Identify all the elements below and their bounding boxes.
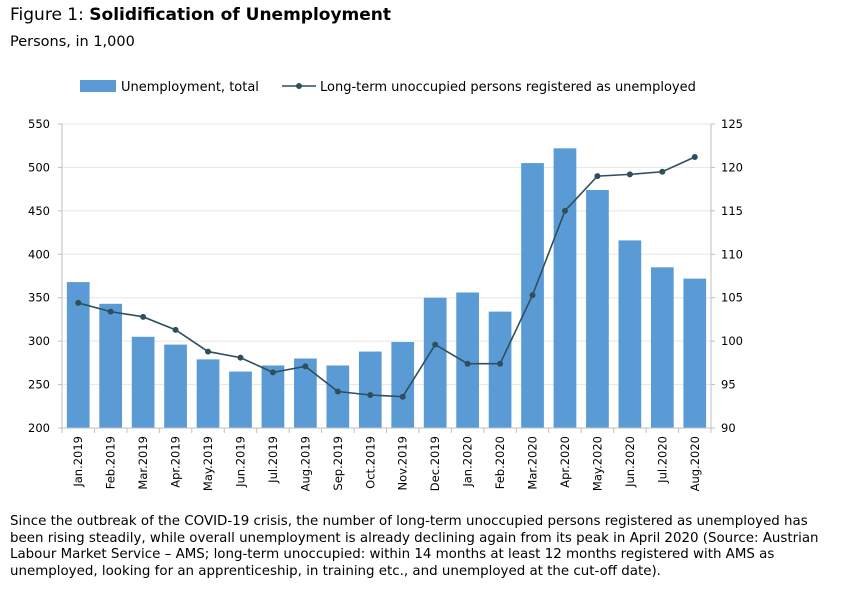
legend-line-label: Long-term unoccupied persons registered … — [320, 80, 696, 95]
x-tick-label: Jul.2020 — [655, 436, 669, 484]
x-tick-label: Jul.2019 — [266, 436, 280, 484]
y-left-tick-label: 200 — [28, 421, 50, 435]
y-right-tick-label: 105 — [721, 291, 743, 305]
y-right-tick-label: 95 — [721, 378, 736, 392]
line-point — [464, 360, 471, 367]
x-tick-label: Sep.2019 — [331, 436, 345, 491]
line-point — [269, 369, 276, 376]
title-main: Solidification of Unemployment — [89, 5, 392, 25]
x-tick-label: Nov.2019 — [396, 436, 410, 490]
x-tick-label: Dec.2019 — [428, 436, 442, 491]
bar — [66, 282, 90, 428]
bar — [131, 336, 155, 428]
x-tick-label: Aug.2019 — [298, 436, 312, 491]
line-point — [237, 354, 244, 361]
x-tick-label: Jun.2020 — [623, 436, 637, 488]
y-right-tick-label: 110 — [721, 247, 743, 261]
x-tick-label: Oct.2019 — [363, 436, 377, 489]
line-point — [432, 341, 439, 348]
legend: Unemployment, total Long-term unoccupied… — [80, 80, 696, 95]
line-point — [172, 326, 179, 333]
line-point — [594, 173, 601, 180]
line-point — [659, 168, 666, 175]
x-tick-label: Mar.2019 — [136, 436, 150, 490]
bar — [99, 303, 123, 428]
line-point — [367, 391, 374, 398]
y-left-tick-label: 550 — [28, 117, 50, 131]
line-point — [334, 388, 341, 395]
bar — [456, 292, 479, 428]
line-point — [205, 348, 212, 355]
combo-chart: Unemployment, total Long-term unoccupied… — [28, 80, 743, 491]
line-point — [399, 393, 406, 400]
line-path — [78, 156, 696, 398]
bar — [488, 311, 512, 428]
y-left-tick-label: 400 — [28, 247, 50, 261]
y-left-tick-label: 250 — [28, 378, 50, 392]
x-tick-label: Aug.2020 — [688, 436, 702, 491]
bar — [196, 359, 220, 428]
bar — [326, 365, 350, 428]
line-point — [302, 363, 309, 370]
line-series — [75, 154, 698, 400]
x-tick-label: Apr.2019 — [169, 436, 183, 488]
bar — [164, 344, 187, 428]
bar — [229, 371, 252, 428]
line-point — [107, 308, 114, 315]
x-tick-label: Jan.2020 — [461, 436, 475, 488]
line-point — [691, 154, 698, 161]
x-tick-label: Mar.2020 — [526, 436, 540, 490]
x-tick-label: May.2019 — [201, 436, 215, 491]
x-tick-label: Feb.2019 — [104, 436, 118, 489]
bar — [358, 351, 382, 428]
chart-subtitle: Persons, in 1,000 — [10, 34, 135, 50]
legend-line-marker — [296, 83, 302, 89]
bar-series — [66, 148, 707, 429]
x-tick-label: Jan.2019 — [71, 436, 85, 488]
y-left-tick-label: 500 — [28, 160, 50, 174]
gridlines — [62, 123, 711, 386]
line-point — [75, 299, 82, 306]
bar — [618, 240, 642, 428]
axes: 200 250 300 350 400 450 500 550 90 95 100 105 110 115… — [28, 117, 743, 491]
y-left-tick-label: 450 — [28, 204, 50, 218]
legend-bar-label: Unemployment, total — [121, 80, 259, 95]
legend-bar-swatch — [80, 80, 116, 92]
caption-text: Since the outbreak of the COVID-19 crisi… — [10, 514, 819, 579]
y-right-tick-label: 125 — [721, 117, 743, 131]
y-left-tick-label: 350 — [28, 291, 50, 305]
y-right-tick-label: 120 — [721, 160, 743, 174]
x-tick-label: May.2020 — [590, 436, 604, 491]
bar — [261, 365, 285, 428]
x-tick-label: Apr.2020 — [558, 436, 572, 488]
y-right-tick-label: 115 — [721, 204, 743, 218]
line-point — [561, 207, 568, 214]
x-tick-label: Feb.2020 — [493, 436, 507, 489]
bar — [423, 297, 447, 428]
line-point — [497, 360, 504, 367]
title-prefix: Figure 1: — [10, 5, 90, 25]
y-left-tick-label: 300 — [28, 334, 50, 348]
bar — [650, 267, 674, 428]
bar — [586, 190, 609, 428]
line-point — [626, 171, 633, 178]
bar — [294, 358, 317, 428]
line-point — [140, 313, 147, 320]
line-point — [529, 292, 536, 299]
y-right-tick-label: 100 — [721, 334, 743, 348]
y-right-tick-label: 90 — [721, 421, 736, 435]
chart-title: Figure 1: Solidification of Unemployment — [10, 5, 391, 25]
bar — [553, 148, 577, 428]
x-tick-label: Jun.2019 — [233, 436, 247, 488]
bar — [391, 342, 415, 428]
bar — [683, 278, 707, 428]
